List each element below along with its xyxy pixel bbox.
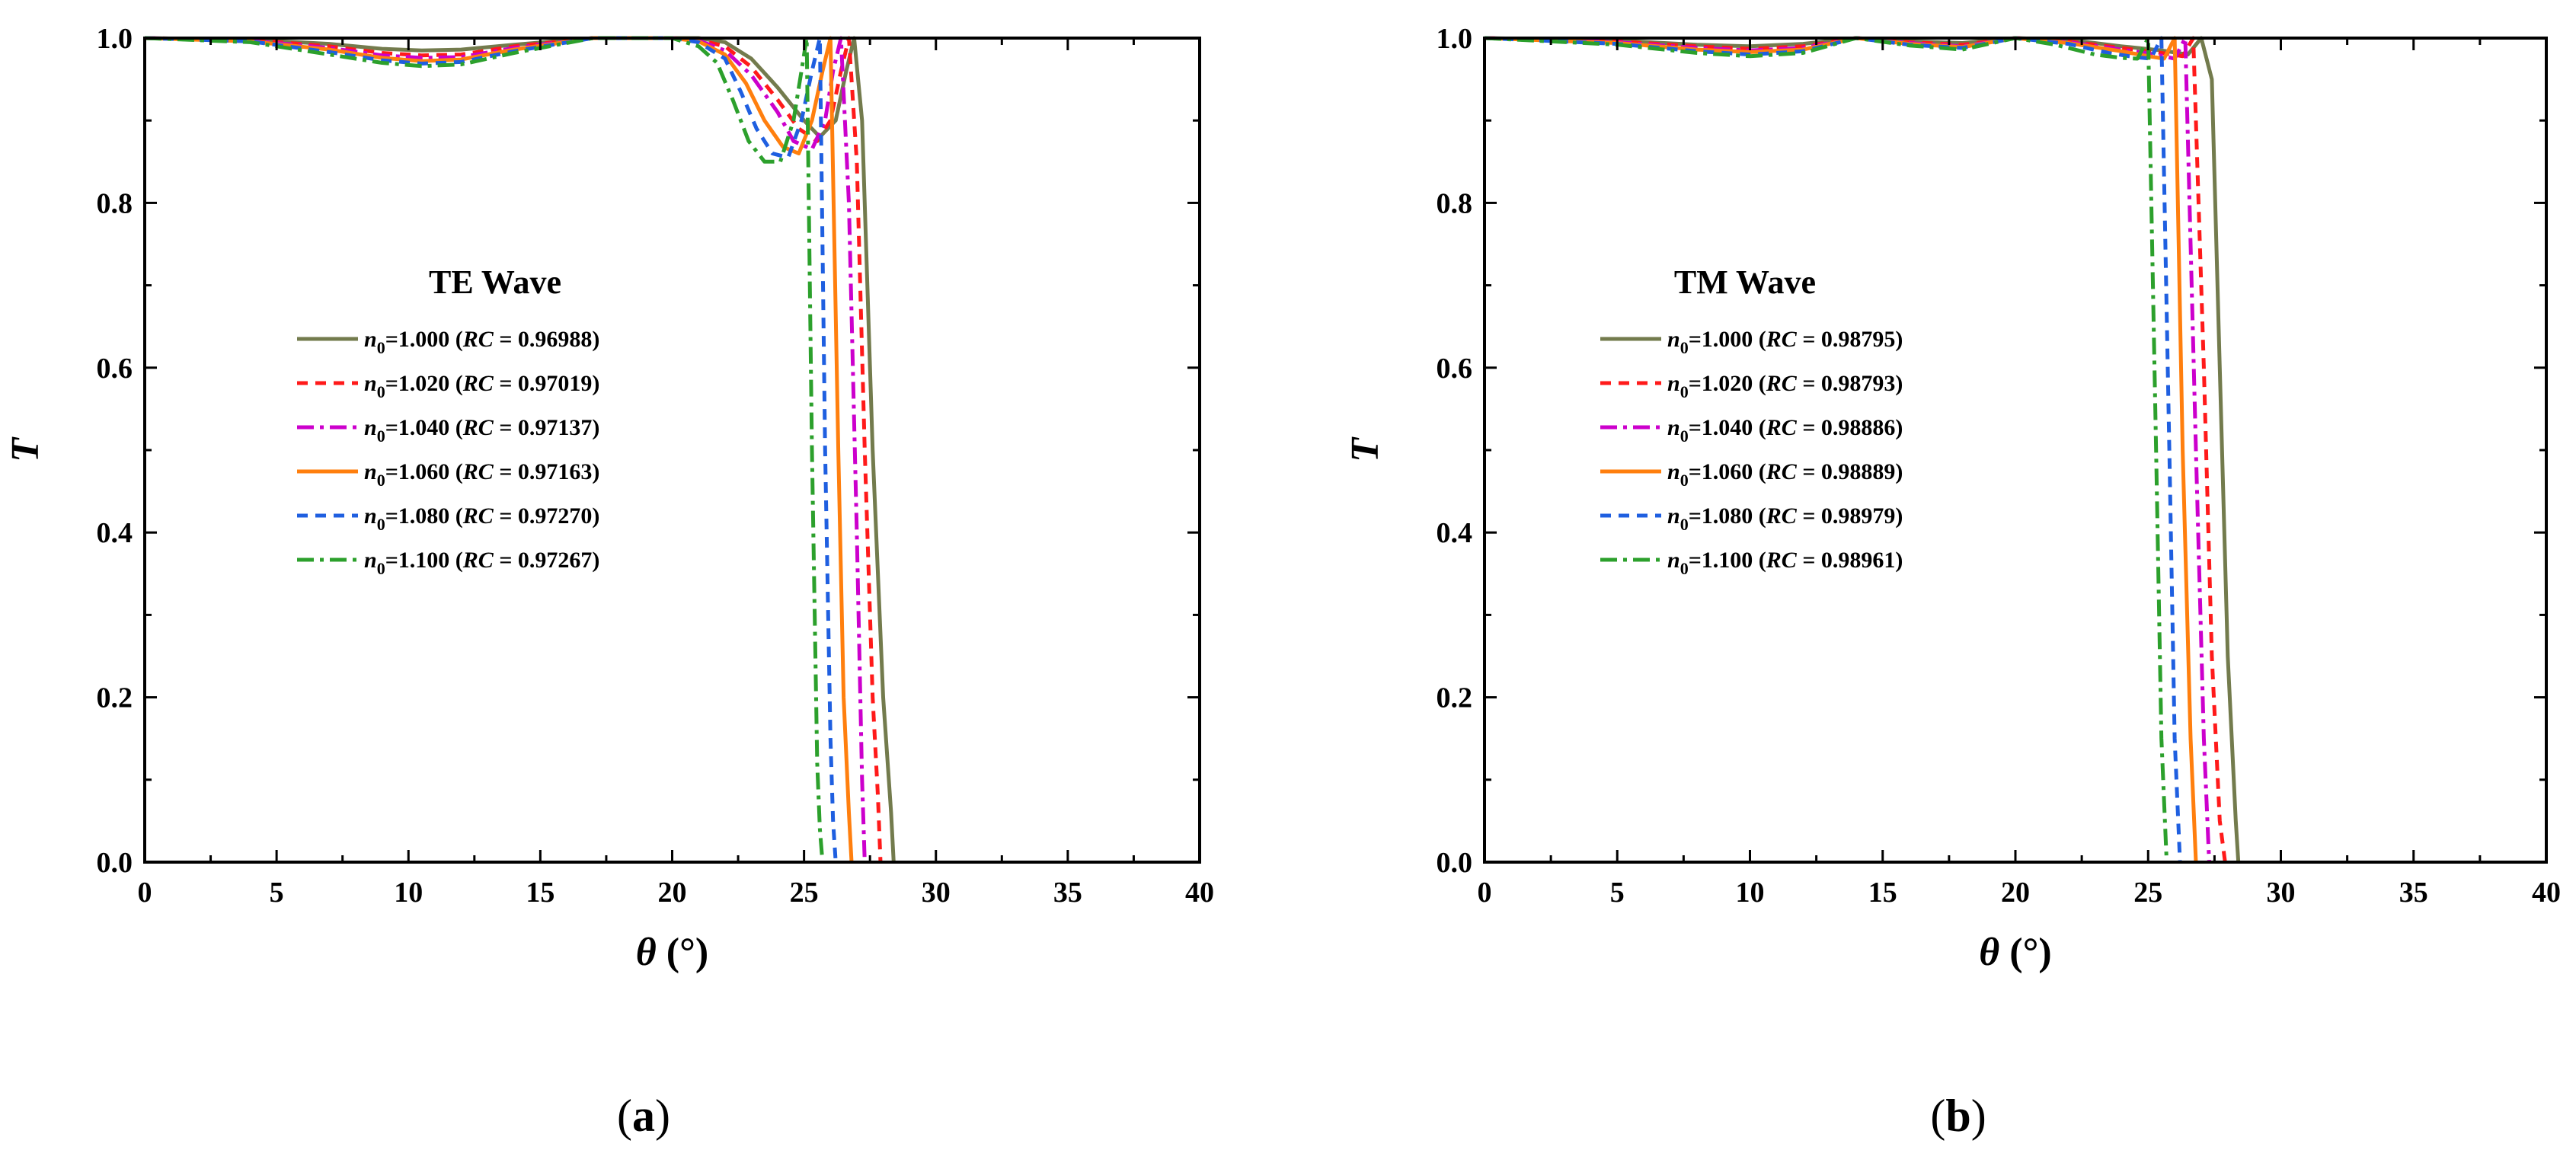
series-line-1 (145, 36, 883, 862)
subfigure-label: (a) (617, 1091, 670, 1141)
x-tick-label: 15 (1868, 877, 1897, 909)
subfigure-label: (b) (1930, 1091, 1986, 1141)
legend-label: n0=1.000 (RC = 0.98795) (1667, 327, 1903, 357)
x-tick-label: 0 (1478, 877, 1492, 909)
y-tick-label: 0.2 (1437, 682, 1473, 714)
x-tick-label: 40 (1185, 877, 1214, 909)
legend-label: n0=1.020 (RC = 0.98793) (1667, 371, 1903, 401)
y-tick-label: 0.6 (97, 353, 133, 385)
series-line-4 (1485, 36, 2182, 862)
series-line-5 (1485, 36, 2169, 862)
x-axis-title: θ (°) (1979, 931, 2051, 974)
series-line-2 (1485, 36, 2211, 862)
wave-annotation: TM Wave (1674, 264, 1816, 301)
x-tick-label: 5 (1610, 877, 1625, 909)
chart-svg: 0 5 10 15 20 25 30 35 40 0.0 0.2 0.4 0.6 0.8 1.0 θ (°) T… (1344, 23, 2561, 1141)
series-line-4 (145, 36, 838, 862)
panel-b: 0 5 10 15 20 25 30 35 40 0.0 0.2 0.4 0.6 0.8 1.0 θ (°) T… (1288, 0, 2576, 1166)
x-tick-label: 40 (2532, 877, 2561, 909)
x-tick-label: 35 (2399, 877, 2428, 909)
x-tick-label: 20 (2001, 877, 2030, 909)
y-tick-label: 0.8 (1437, 187, 1473, 219)
chart-svg: 0 5 10 15 20 25 30 35 40 0.0 0.2 0.4 0.6 0.8 1.0 θ (°) T… (4, 23, 1214, 1141)
series-line-2 (145, 36, 867, 862)
x-tick-label: 5 (270, 877, 284, 909)
y-tick-label: 0.4 (1437, 517, 1473, 549)
x-axis-title: θ (°) (636, 931, 708, 974)
x-tick-label: 25 (2133, 877, 2162, 909)
y-tick-label: 0.0 (97, 847, 133, 879)
legend-label: n0=1.080 (RC = 0.97270) (364, 503, 599, 534)
y-axis-title: T (4, 436, 47, 462)
legend-label: n0=1.060 (RC = 0.97163) (364, 459, 599, 490)
y-tick-label: 1.0 (97, 23, 133, 55)
series-line-1 (1485, 36, 2227, 862)
legend-label: n0=1.000 (RC = 0.96988) (364, 327, 599, 357)
x-tick-label: 10 (394, 877, 423, 909)
wave-annotation: TE Wave (429, 264, 561, 301)
y-tick-label: 0.8 (97, 187, 133, 219)
legend-label: n0=1.100 (RC = 0.97267) (364, 548, 599, 578)
x-tick-label: 25 (790, 877, 819, 909)
panel-a: 0 5 10 15 20 25 30 35 40 0.0 0.2 0.4 0.6 0.8 1.0 θ (°) T… (4, 23, 1214, 1141)
y-tick-label: 1.0 (1437, 23, 1473, 55)
plot-frame (1483, 37, 2548, 864)
series-line-0 (1485, 36, 2241, 862)
series-line-5 (145, 36, 825, 862)
legend-label: n0=1.100 (RC = 0.98961) (1667, 548, 1903, 578)
legend-label: n0=1.040 (RC = 0.97137) (364, 415, 599, 446)
legend-label: n0=1.080 (RC = 0.98979) (1667, 503, 1903, 534)
x-tick-label: 30 (922, 877, 951, 909)
x-tick-label: 10 (1736, 877, 1765, 909)
x-tick-label: 20 (658, 877, 687, 909)
plot-frame (143, 37, 1201, 864)
series-line-3 (1485, 36, 2198, 862)
x-tick-label: 0 (138, 877, 152, 909)
y-tick-label: 0.0 (1437, 847, 1473, 879)
y-tick-label: 0.6 (1437, 353, 1473, 385)
y-axis-title: T (1344, 436, 1387, 462)
legend-label: n0=1.060 (RC = 0.98889) (1667, 459, 1903, 490)
legend-label: n0=1.040 (RC = 0.98886) (1667, 415, 1903, 446)
y-tick-label: 0.4 (97, 517, 133, 549)
legend-label: n0=1.020 (RC = 0.97019) (364, 371, 599, 401)
y-tick-label: 0.2 (97, 682, 133, 714)
series-line-3 (145, 36, 854, 862)
x-tick-label: 15 (526, 877, 555, 909)
x-tick-label: 30 (2267, 877, 2296, 909)
x-tick-label: 35 (1053, 877, 1082, 909)
